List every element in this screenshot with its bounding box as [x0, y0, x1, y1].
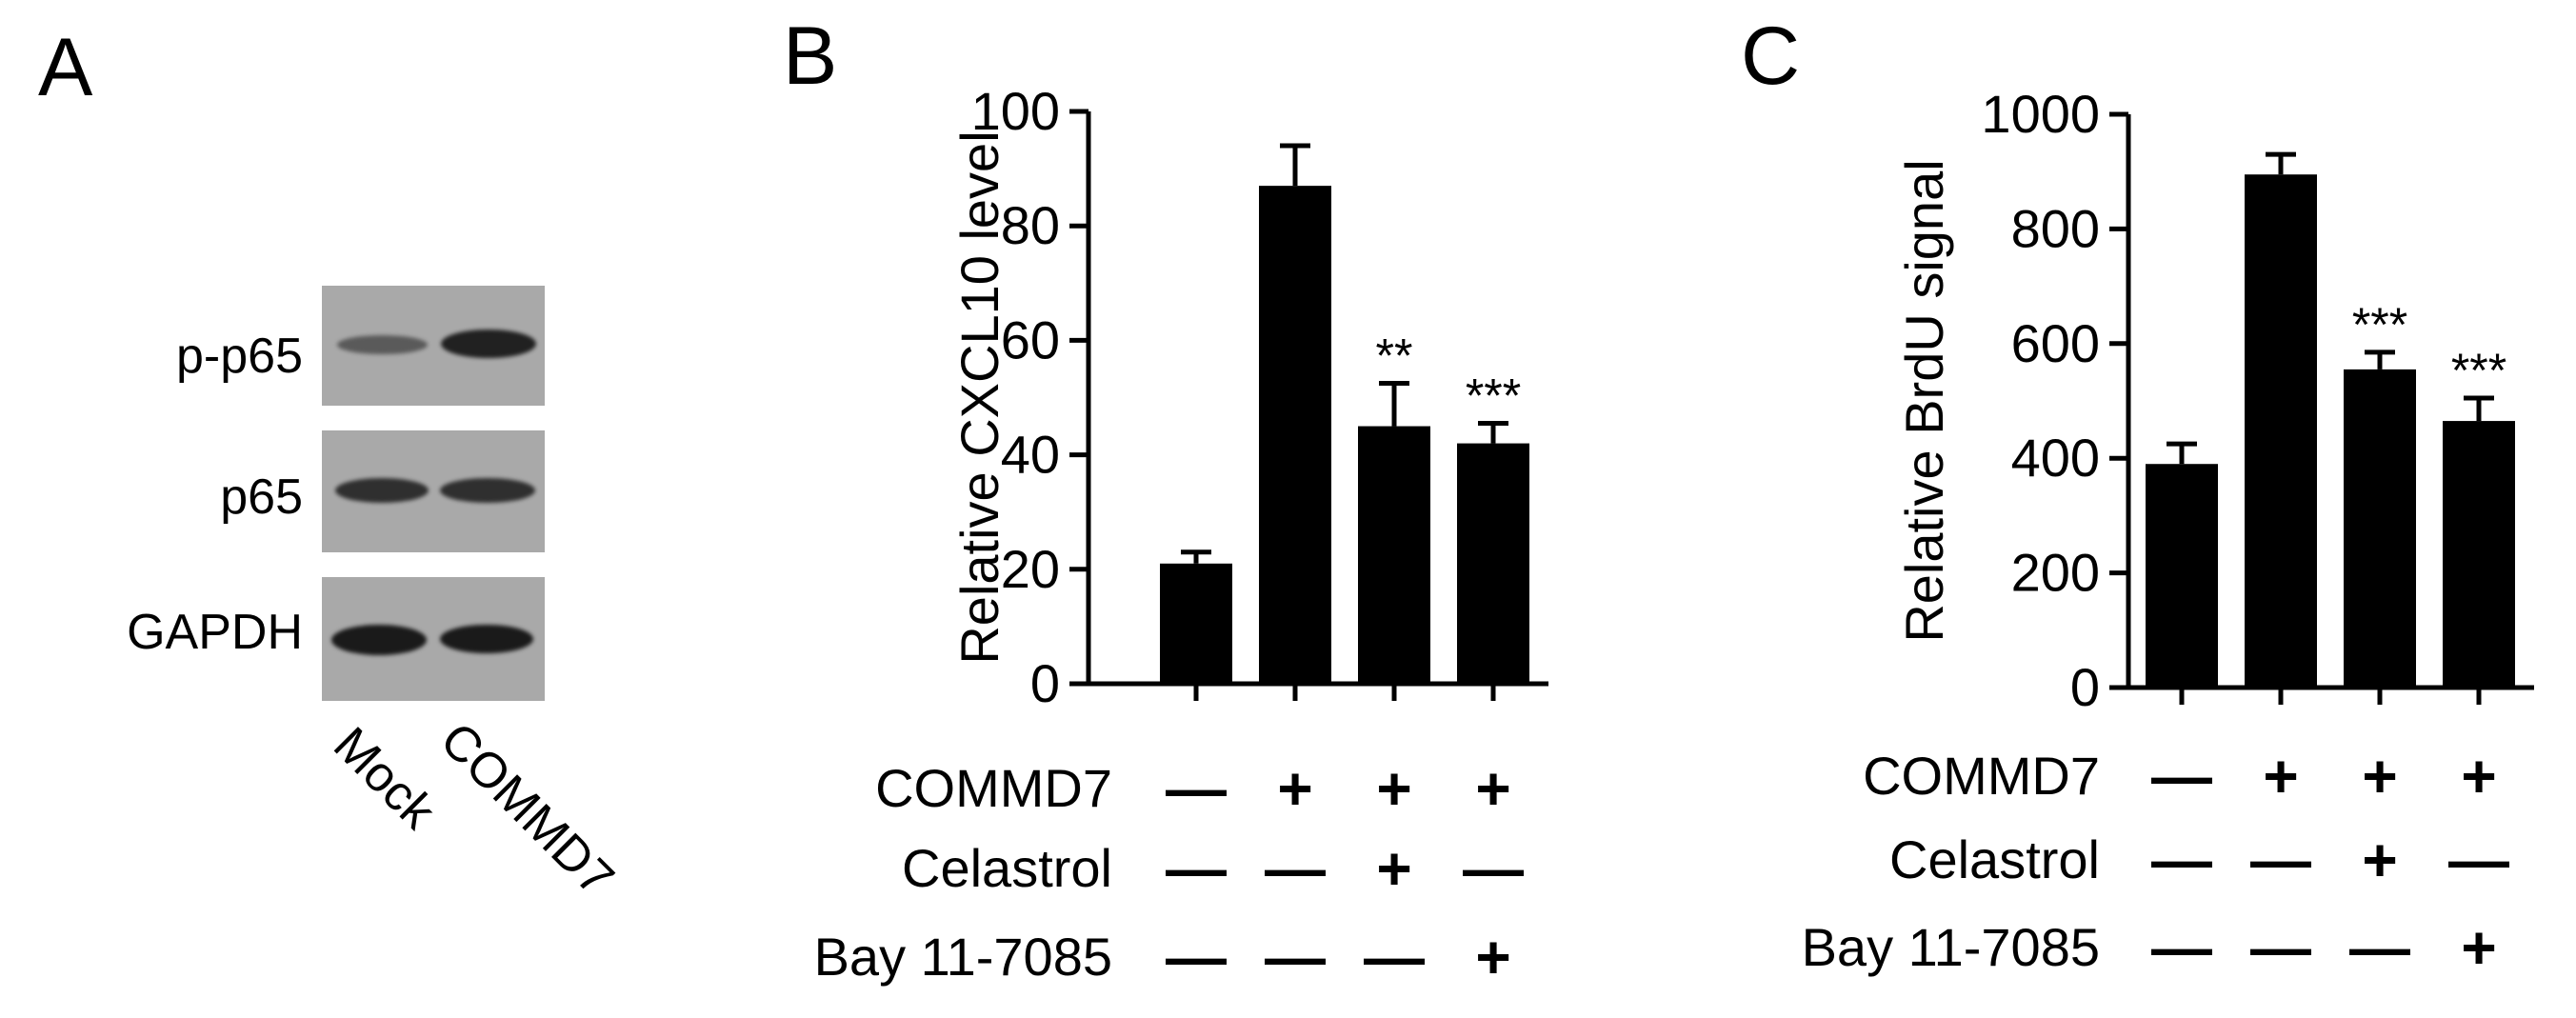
y-tick-label: 400: [2011, 428, 2100, 488]
treatment-minus: —: [1166, 834, 1227, 903]
treatment-minus: —: [1265, 834, 1326, 903]
treatment-minus: —: [2151, 913, 2212, 982]
bar: [2245, 174, 2317, 688]
treatment-minus: —: [2151, 742, 2212, 810]
treatment-plus: +: [2461, 742, 2496, 810]
y-tick-label: 800: [2011, 198, 2100, 258]
treatment-minus: —: [1166, 754, 1227, 823]
bar: [2344, 369, 2416, 688]
panel-letter-c: C: [1741, 10, 1800, 102]
treatment-minus: —: [1364, 923, 1425, 991]
treatment-minus: —: [1166, 923, 1227, 991]
significance-label: ***: [2451, 344, 2506, 397]
treatment-minus: —: [2151, 826, 2212, 894]
y-tick-label: 40: [1001, 425, 1060, 485]
y-tick-label: 80: [1001, 195, 1060, 255]
treatment-label: Bay 11-7085: [1802, 917, 2100, 977]
significance-label: ***: [2352, 298, 2407, 351]
treatment-minus: —: [2448, 826, 2509, 894]
y-tick-label: 0: [2070, 657, 2100, 717]
bar: [2146, 464, 2218, 688]
treatment-label: Celastrol: [1889, 829, 2100, 889]
treatment-label: COMMD7: [1863, 746, 2100, 806]
treatment-minus: —: [2250, 826, 2311, 894]
bar: [1358, 427, 1430, 684]
treatment-plus: +: [2263, 742, 2298, 810]
treatment-plus: +: [2461, 913, 2496, 982]
treatment-plus: +: [1277, 754, 1312, 823]
treatment-label: Celastrol: [902, 838, 1112, 898]
y-axis-label: Relative BrdU signal: [1894, 159, 1954, 642]
bar: [1160, 564, 1232, 684]
treatment-plus: +: [1475, 754, 1510, 823]
bar: [1259, 186, 1331, 684]
treatment-plus: +: [1475, 923, 1510, 991]
treatment-plus: +: [1376, 754, 1411, 823]
treatment-plus: +: [2362, 826, 2397, 894]
significance-label: **: [1376, 329, 1413, 382]
treatment-plus: +: [2362, 742, 2397, 810]
y-tick-label: 60: [1001, 309, 1060, 369]
treatment-minus: —: [1265, 923, 1326, 991]
y-tick-label: 20: [1001, 539, 1060, 599]
treatment-label: Bay 11-7085: [814, 927, 1112, 987]
treatment-minus: —: [2250, 913, 2311, 982]
treatment-minus: —: [1463, 834, 1524, 903]
chart-c: C 0 200 400 600 800 1000 Relative BrdU signal **…: [1741, 10, 2534, 982]
treatment-minus: —: [2349, 913, 2410, 982]
treatment-plus: +: [1376, 834, 1411, 903]
panel-letter-b: B: [783, 10, 837, 102]
y-tick-label: 0: [1030, 653, 1060, 713]
y-axis-label: Relative CXCL10 level: [949, 130, 1009, 664]
significance-label: ***: [1466, 369, 1521, 423]
y-tick-label: 600: [2011, 313, 2100, 373]
bar: [2443, 421, 2515, 688]
bar: [1457, 444, 1529, 684]
y-tick-label: 200: [2011, 543, 2100, 603]
treatment-label: COMMD7: [875, 758, 1112, 818]
y-tick-label: 1000: [1981, 84, 2100, 144]
